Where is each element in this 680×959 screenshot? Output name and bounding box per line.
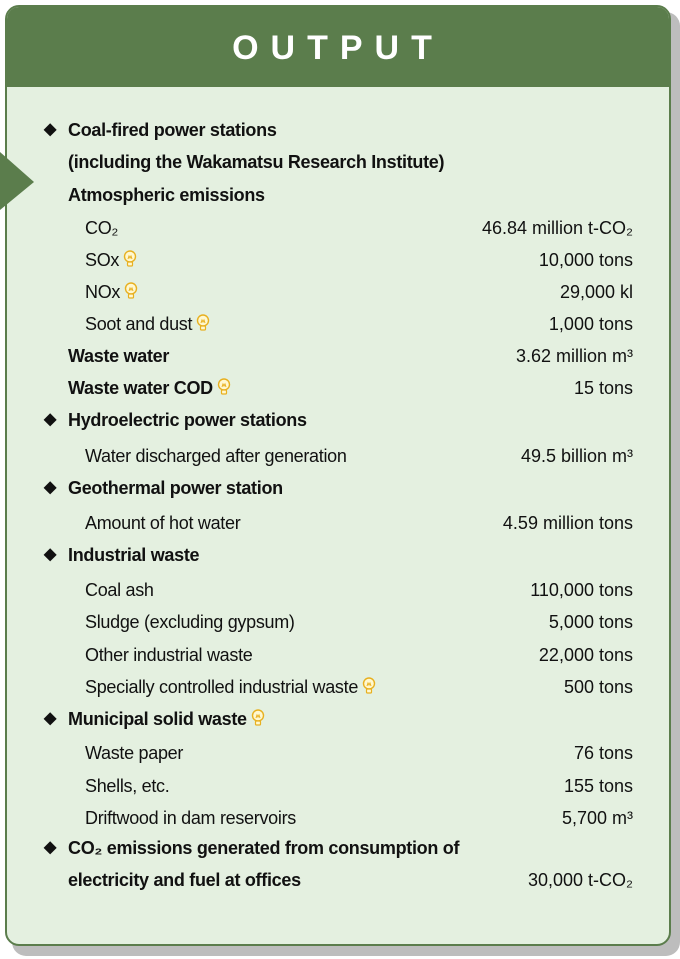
- value: 110,000 tons: [530, 579, 633, 601]
- value-text: 46.84 million t-CO₂: [481, 218, 633, 238]
- row-label: Water discharged after generation: [85, 445, 347, 467]
- bulb-icon: [123, 250, 137, 267]
- value-text: 500 tons: [563, 677, 633, 697]
- row-label: Specially controlled industrial waste: [85, 676, 376, 698]
- value-text: 4.59 million tons: [502, 513, 633, 533]
- value-text: 5,700 m³: [561, 808, 633, 828]
- row-label-text: Atmospheric emissions: [68, 185, 265, 205]
- section-heading: Coal-fired power stations: [44, 119, 277, 141]
- row-label-text: Soot and dust: [85, 314, 193, 334]
- row-label-text: Coal ash: [85, 580, 154, 600]
- title: OUTPUT: [7, 7, 669, 87]
- section-heading: electricity and fuel at offices: [68, 869, 301, 891]
- value: 76 tons: [574, 742, 633, 764]
- row-label-text: Amount of hot water: [85, 513, 241, 533]
- row-label: CO₂: [85, 217, 118, 239]
- value-text: 76 tons: [573, 743, 633, 763]
- row-label: Waste water: [68, 345, 169, 367]
- row-label: Coal ash: [85, 579, 154, 601]
- value-text: 5,000 tons: [548, 612, 633, 632]
- row-label: Sludge (excluding gypsum): [85, 611, 295, 633]
- section-heading: Industrial waste: [44, 544, 200, 566]
- value-text: 1,000 tons: [548, 314, 633, 334]
- row-label-text: Waste paper: [85, 743, 184, 763]
- value: 500 tons: [564, 676, 633, 698]
- row-label: Soot and dust: [85, 313, 210, 335]
- row-label: Waste water COD: [68, 377, 231, 399]
- row-label: Atmospheric emissions: [68, 184, 265, 206]
- section-heading-text: (including the Wakamatsu Research Instit…: [68, 152, 445, 172]
- bulb-icon: [196, 314, 210, 331]
- value-text: 22,000 tons: [538, 645, 633, 665]
- section-heading-text: electricity and fuel at offices: [68, 870, 301, 890]
- row-label: Amount of hot water: [85, 512, 241, 534]
- section-heading-text: Municipal solid waste: [68, 709, 247, 729]
- row-label: Other industrial waste: [85, 644, 253, 666]
- section-heading-text: Geothermal power station: [68, 478, 283, 498]
- section-heading-text: Industrial waste: [68, 545, 200, 565]
- value-text: 49.5 billion m³: [520, 446, 633, 466]
- value: 3.62 million m³: [516, 345, 633, 367]
- row-label-text: Driftwood in dam reservoirs: [85, 808, 296, 828]
- value: 1,000 tons: [549, 313, 633, 335]
- value: 4.59 million tons: [503, 512, 633, 534]
- row-label-text: Shells, etc.: [85, 776, 170, 796]
- value-text: 110,000 tons: [530, 580, 633, 600]
- row-label-text: Sludge (excluding gypsum): [85, 612, 295, 632]
- row-label-text: Other industrial waste: [85, 645, 253, 665]
- row-label-text: Waste water COD: [68, 378, 213, 398]
- section-heading: Hydroelectric power stations: [44, 409, 307, 431]
- value: 22,000 tons: [539, 644, 633, 666]
- section-heading-text: Hydroelectric power stations: [68, 410, 307, 430]
- bulb-icon: [124, 282, 138, 299]
- row-label: Waste paper: [85, 742, 183, 764]
- value-text: 10,000 tons: [538, 250, 633, 270]
- bulb-icon: [251, 709, 264, 726]
- section-heading: (including the Wakamatsu Research Instit…: [68, 151, 445, 173]
- panel: OUTPUT: [5, 5, 671, 946]
- row-label-text: NOx: [85, 282, 121, 302]
- row-label-text: CO₂: [85, 218, 119, 238]
- value: 49.5 billion m³: [521, 445, 633, 467]
- row-label-text: Specially controlled industrial waste: [85, 677, 359, 697]
- row-label-text: Waste water: [68, 346, 170, 366]
- value-text: 30,000 t-CO₂: [527, 870, 633, 890]
- value: 5,000 tons: [549, 611, 633, 633]
- row-label-text: Water discharged after generation: [85, 446, 347, 466]
- row-label: NOx: [85, 281, 138, 303]
- value: 5,700 m³: [562, 807, 633, 829]
- value: 30,000 t-CO₂: [528, 869, 633, 891]
- section-heading: Municipal solid waste: [44, 708, 265, 730]
- value-text: 3.62 million m³: [515, 346, 633, 366]
- value: 29,000 kl: [560, 281, 633, 303]
- value-text: 155 tons: [563, 776, 633, 796]
- value: 46.84 million t-CO₂: [482, 217, 633, 239]
- value: 155 tons: [564, 775, 633, 797]
- section-heading: Geothermal power station: [44, 477, 283, 499]
- section-heading: CO₂ emissions generated from consumption…: [44, 837, 460, 859]
- row-label: SOx: [85, 249, 137, 271]
- value: 10,000 tons: [539, 249, 633, 271]
- bulb-icon: [217, 378, 231, 395]
- row-label-text: SOx: [85, 250, 120, 270]
- section-heading-text: Coal-fired power stations: [68, 120, 277, 140]
- section-heading-text: CO₂ emissions generated from consumption…: [68, 838, 460, 858]
- arrow: [0, 152, 34, 210]
- value-text: 15 tons: [573, 378, 633, 398]
- value: 15 tons: [574, 377, 633, 399]
- row-label: Driftwood in dam reservoirs: [85, 807, 296, 829]
- row-label: Shells, etc.: [85, 775, 170, 797]
- value-text: 29,000 kl: [559, 282, 633, 302]
- bulb-icon: [362, 677, 376, 694]
